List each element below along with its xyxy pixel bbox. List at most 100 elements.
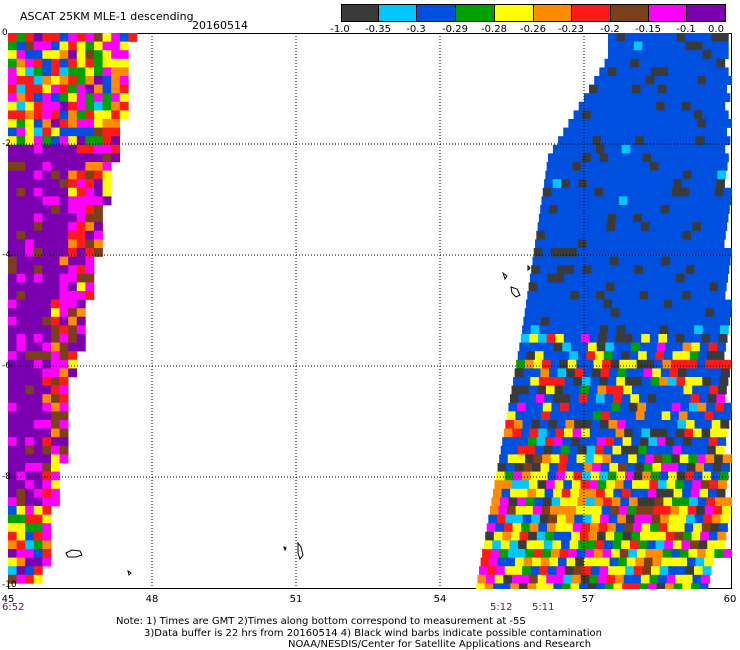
data-cell (25, 222, 35, 232)
data-cell (709, 127, 719, 137)
data-cell (494, 574, 504, 584)
data-cell (673, 291, 683, 300)
data-cell (684, 162, 694, 171)
data-cell (681, 239, 691, 249)
data-cell (33, 437, 43, 447)
data-cell (560, 299, 570, 309)
data-cell (681, 144, 691, 154)
data-cell (76, 41, 86, 51)
data-cell (625, 33, 635, 42)
data-cell (703, 420, 713, 429)
data-cell (610, 454, 620, 464)
data-cell (565, 153, 575, 163)
data-cell (664, 58, 674, 68)
data-cell (659, 153, 669, 163)
data-cell (541, 506, 551, 515)
data-cell (102, 119, 112, 128)
data-cell (59, 136, 69, 146)
data-cell (698, 299, 707, 309)
data-cell (25, 437, 35, 447)
data-cell (540, 463, 550, 472)
data-cell (76, 325, 86, 335)
data-cell (16, 110, 26, 120)
data-cell (556, 265, 566, 275)
data-cell (644, 411, 654, 421)
data-cell (604, 540, 613, 550)
data-cell (16, 463, 26, 472)
data-cell (598, 334, 608, 343)
data-cell (25, 136, 35, 146)
data-cell (650, 213, 660, 223)
data-cell (656, 342, 666, 352)
data-cell (603, 299, 613, 309)
data-cell (497, 463, 507, 472)
data-cell (655, 299, 664, 309)
data-cell (676, 33, 686, 42)
data-cell (85, 170, 95, 180)
data-cell (85, 144, 95, 154)
data-cell (94, 230, 103, 240)
data-cell (696, 454, 706, 464)
data-cell (567, 506, 577, 515)
data-cell (651, 265, 661, 275)
data-cell (612, 351, 622, 361)
data-cell (59, 33, 69, 42)
data-cell (33, 325, 43, 335)
data-cell (657, 84, 667, 94)
data-cell (702, 566, 712, 576)
data-cell (51, 497, 60, 507)
data-cell (611, 497, 621, 507)
data-cell (645, 454, 655, 464)
data-cell (704, 196, 714, 206)
map-date: 20160514 (192, 19, 248, 32)
data-cell (617, 420, 627, 429)
data-cell (609, 316, 619, 326)
data-cell (16, 239, 26, 249)
data-cell (712, 316, 722, 326)
data-cell (707, 58, 717, 68)
legend-label: -0.35 (365, 24, 391, 35)
data-cell (614, 437, 623, 447)
data-cell (8, 153, 17, 163)
data-cell (625, 566, 635, 576)
data-cell (589, 574, 599, 584)
data-cell (641, 523, 651, 533)
data-cell (575, 463, 584, 472)
data-cell (543, 497, 552, 507)
data-cell (708, 437, 718, 447)
data-cell (581, 523, 591, 533)
data-cell (25, 170, 35, 180)
data-cell (51, 411, 60, 421)
data-cell (557, 557, 567, 567)
data-cell (59, 110, 69, 120)
data-cell (76, 162, 86, 171)
data-cell (669, 136, 679, 146)
data-cell (575, 411, 585, 421)
data-cell (548, 420, 558, 429)
data-cell (537, 480, 547, 490)
data-cell (102, 33, 112, 42)
data-cell (716, 291, 726, 300)
data-cell (68, 205, 78, 214)
data-cell (639, 437, 649, 447)
data-cell (550, 454, 560, 464)
data-cell (578, 540, 588, 550)
data-cell (542, 454, 552, 464)
data-cell (111, 144, 121, 154)
data-cell (522, 420, 532, 429)
data-cell (59, 282, 69, 292)
data-cell (523, 316, 533, 326)
data-cell (25, 497, 35, 507)
data-cell (565, 566, 574, 576)
data-cell (111, 76, 121, 85)
data-cell (689, 239, 699, 249)
data-cell (616, 110, 626, 120)
data-cell (59, 84, 69, 94)
data-cell (492, 488, 502, 498)
data-cell (630, 144, 640, 154)
data-cell (692, 334, 702, 343)
data-cell (51, 205, 60, 214)
data-cell (500, 497, 509, 507)
data-cell (632, 428, 642, 438)
legend-swatch-5 (495, 5, 534, 21)
